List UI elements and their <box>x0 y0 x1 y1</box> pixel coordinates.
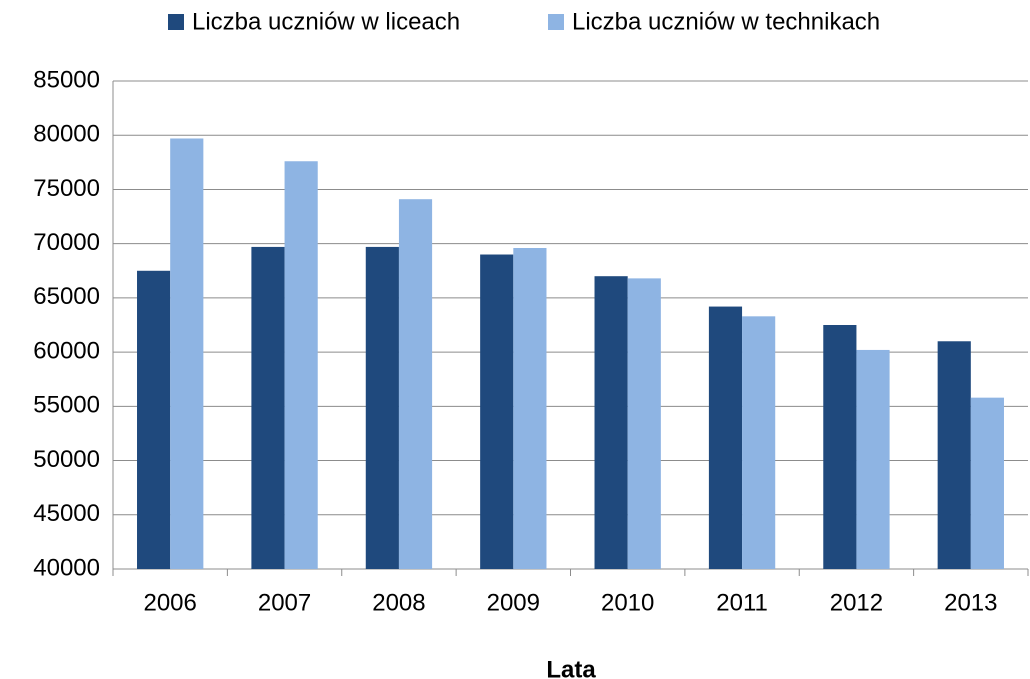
bar <box>742 316 776 569</box>
bar <box>137 270 171 569</box>
bar <box>708 306 743 569</box>
y-tick-label: 80000 <box>33 121 100 148</box>
bar <box>937 341 971 569</box>
x-tick-label: 2012 <box>830 589 883 616</box>
y-tick-label: 45000 <box>33 500 100 527</box>
bar <box>513 248 547 569</box>
y-tick-label: 60000 <box>33 337 100 364</box>
bar <box>594 276 628 569</box>
legend-swatch <box>548 14 564 30</box>
legend-label: Liczba uczniów w liceach <box>192 8 460 35</box>
legend-swatch <box>168 14 184 30</box>
x-tick-label: 2008 <box>372 589 425 616</box>
x-tick-label: 2009 <box>487 589 540 616</box>
bar <box>365 246 399 570</box>
bar <box>627 278 661 569</box>
y-tick-label: 50000 <box>33 446 100 473</box>
y-tick-label: 65000 <box>33 283 100 310</box>
bar <box>251 246 285 570</box>
x-tick-label: 2011 <box>716 589 768 616</box>
bar <box>856 349 890 569</box>
bar <box>284 161 318 569</box>
x-tick-label: 2013 <box>944 589 997 616</box>
x-axis-label: Lata <box>546 656 596 679</box>
x-tick-label: 2006 <box>143 589 196 616</box>
bar <box>823 325 857 569</box>
y-tick-label: 40000 <box>33 554 100 581</box>
y-tick-label: 85000 <box>33 66 100 93</box>
bar <box>480 254 514 569</box>
bar <box>970 397 1004 569</box>
bar <box>398 199 433 569</box>
x-tick-label: 2007 <box>258 589 311 616</box>
legend-label: Liczba uczniów w technikach <box>572 8 880 35</box>
y-tick-label: 55000 <box>33 392 100 419</box>
x-tick-label: 2010 <box>601 589 654 616</box>
y-tick-label: 70000 <box>33 229 100 256</box>
y-tick-label: 75000 <box>33 175 100 202</box>
bar <box>170 138 204 569</box>
